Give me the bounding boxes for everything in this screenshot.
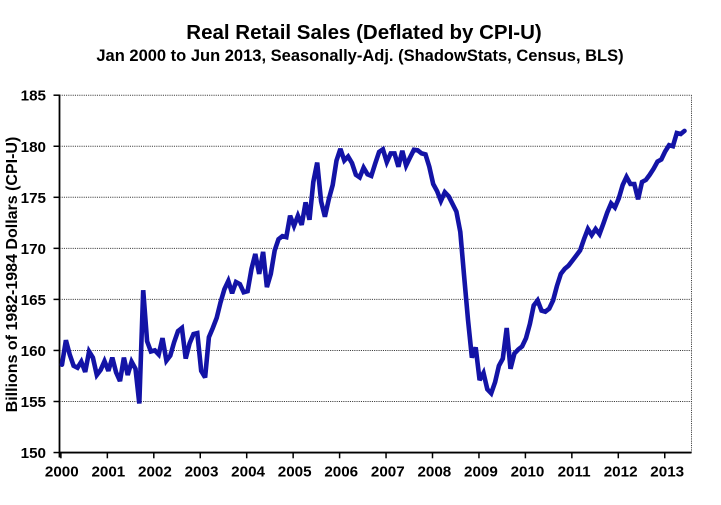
svg-text:155: 155 [21, 394, 47, 411]
svg-text:2013: 2013 [650, 464, 684, 481]
svg-text:2004: 2004 [231, 464, 265, 481]
svg-text:2000: 2000 [45, 464, 79, 481]
svg-text:170: 170 [21, 241, 46, 258]
svg-text:Jan 2000 to Jun 2013, Seasonal: Jan 2000 to Jun 2013, Seasonally-Adj. (S… [96, 47, 623, 65]
svg-text:2010: 2010 [511, 464, 545, 481]
svg-text:2005: 2005 [278, 464, 312, 481]
svg-text:2007: 2007 [371, 464, 405, 481]
svg-text:165: 165 [21, 292, 47, 309]
svg-text:2012: 2012 [604, 464, 638, 481]
svg-text:2003: 2003 [185, 464, 219, 481]
svg-text:Billions of 1982-1984 Dollars: Billions of 1982-1984 Dollars (CPI-U) [4, 137, 21, 413]
svg-text:180: 180 [21, 139, 46, 156]
svg-text:2008: 2008 [417, 464, 451, 481]
svg-text:160: 160 [21, 343, 46, 360]
svg-text:2006: 2006 [324, 464, 358, 481]
svg-text:2009: 2009 [464, 464, 498, 481]
svg-text:150: 150 [21, 445, 46, 462]
svg-text:2001: 2001 [91, 464, 125, 481]
svg-text:185: 185 [21, 88, 47, 105]
svg-text:2002: 2002 [138, 464, 172, 481]
svg-text:175: 175 [21, 190, 47, 207]
svg-text:Real Retail Sales (Deflated by: Real Retail Sales (Deflated by CPI-U) [186, 21, 541, 44]
svg-text:2011: 2011 [558, 464, 592, 481]
